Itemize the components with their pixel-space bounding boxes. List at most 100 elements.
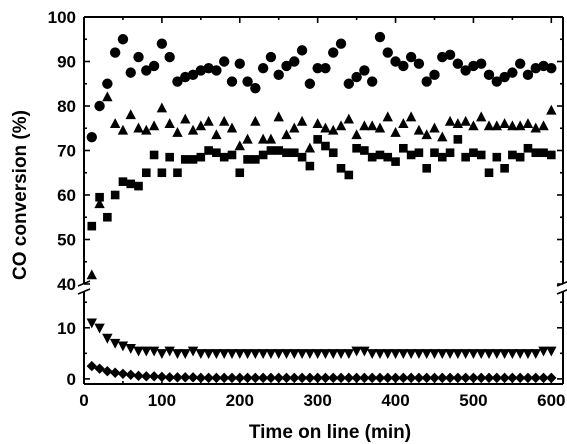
data-point-square [344, 170, 354, 180]
data-point-triangle-down [281, 349, 292, 360]
data-point-triangle-down [499, 349, 510, 360]
data-point-triangle-down [328, 349, 339, 360]
data-point-triangle-up [328, 124, 339, 135]
data-point-circle [156, 38, 168, 49]
data-point-square [95, 192, 104, 202]
data-point-triangle-up [180, 113, 191, 124]
data-point-triangle-down [374, 349, 386, 360]
data-point-triangle-up [320, 122, 331, 133]
data-point-diamond [398, 372, 409, 384]
data-point-diamond [187, 372, 199, 383]
data-point-circle [374, 31, 386, 43]
data-point-triangle-up [452, 118, 464, 128]
data-point-diamond [366, 372, 378, 384]
data-point-diamond [203, 372, 214, 384]
data-point-triangle-down [148, 346, 160, 357]
data-point-triangle-up [102, 91, 113, 102]
data-point-square [258, 150, 268, 160]
data-point-square [165, 152, 174, 162]
data-point-square [188, 155, 198, 164]
data-point-circle [366, 76, 378, 87]
data-point-square [274, 146, 284, 155]
data-point-triangle-up [366, 120, 378, 131]
y-axis-title: CO conversion (%) [10, 110, 31, 280]
data-point-circle [499, 71, 510, 83]
data-point-square [399, 143, 408, 153]
data-point-triangle-up [242, 133, 253, 144]
data-point-triangle-down [514, 349, 526, 360]
data-point-circle [164, 51, 175, 63]
data-point-circle [538, 60, 549, 72]
data-point-triangle-down [304, 349, 316, 360]
data-point-diamond [164, 372, 175, 383]
data-point-triangle-up [530, 122, 541, 133]
data-point-diamond [390, 372, 401, 384]
data-point-diamond [281, 372, 292, 384]
data-point-diamond [546, 372, 557, 384]
data-point-square [461, 152, 470, 162]
data-point-diamond [195, 372, 207, 384]
data-point-diamond [452, 372, 464, 384]
data-point-diamond [250, 372, 261, 384]
data-point-triangle-up [86, 269, 97, 280]
data-point-square [508, 150, 517, 160]
data-point-triangle-up [405, 111, 417, 122]
data-point-triangle-down [522, 349, 534, 360]
data-point-square [243, 155, 252, 164]
data-point-circle [94, 100, 105, 112]
y-tick-label: 90 [57, 53, 76, 72]
data-marks [86, 31, 557, 384]
data-point-triangle-up [390, 127, 401, 137]
data-point-triangle-down [335, 349, 347, 360]
data-point-circle [125, 67, 136, 78]
data-point-triangle-up [546, 104, 557, 115]
data-point-circle [265, 51, 277, 63]
data-point-triangle-down [351, 346, 362, 357]
data-point-triangle-down [156, 349, 168, 360]
data-point-square [523, 143, 533, 153]
data-point-triangle-down [530, 349, 541, 360]
data-point-triangle-up [398, 118, 409, 128]
data-point-triangle-down [405, 349, 417, 360]
data-point-triangle-up [460, 115, 471, 126]
data-point-diamond [218, 372, 230, 384]
data-point-diamond [437, 372, 448, 384]
data-point-diamond [226, 372, 238, 384]
data-point-triangle-down [195, 349, 207, 360]
data-point-square [352, 143, 361, 153]
data-point-diamond [289, 372, 300, 384]
data-point-triangle-up [507, 120, 518, 131]
data-point-triangle-down [234, 349, 245, 360]
data-point-square [289, 148, 299, 158]
data-point-square [375, 150, 385, 160]
data-point-triangle-down [413, 349, 425, 360]
data-point-circle [102, 78, 113, 89]
data-point-diamond [296, 372, 308, 384]
data-point-circle [320, 62, 331, 74]
data-point-square [87, 221, 97, 231]
data-point-triangle-up [172, 127, 183, 137]
data-point-triangle-down [187, 346, 199, 357]
data-point-square [336, 164, 346, 173]
data-point-square [492, 152, 502, 162]
data-point-diamond [522, 372, 534, 384]
data-point-triangle-up [335, 120, 347, 131]
data-point-diamond [94, 363, 105, 374]
data-point-circle [351, 71, 362, 83]
data-point-diamond [429, 372, 440, 384]
y-tick-label: 0 [67, 370, 76, 389]
data-point-triangle-up [218, 115, 230, 126]
data-point-triangle-down [141, 346, 152, 357]
data-point-triangle-up [491, 120, 502, 131]
data-point-circle [141, 65, 152, 76]
data-point-circle [86, 131, 97, 143]
data-point-circle [390, 56, 401, 67]
data-point-triangle-up [141, 124, 152, 135]
data-point-triangle-up [538, 120, 549, 131]
data-point-triangle-up [203, 115, 214, 126]
x-tick-label: 200 [226, 391, 254, 410]
data-point-diamond [444, 372, 456, 384]
data-point-triangle-up [265, 133, 277, 144]
data-point-triangle-up [195, 120, 207, 131]
